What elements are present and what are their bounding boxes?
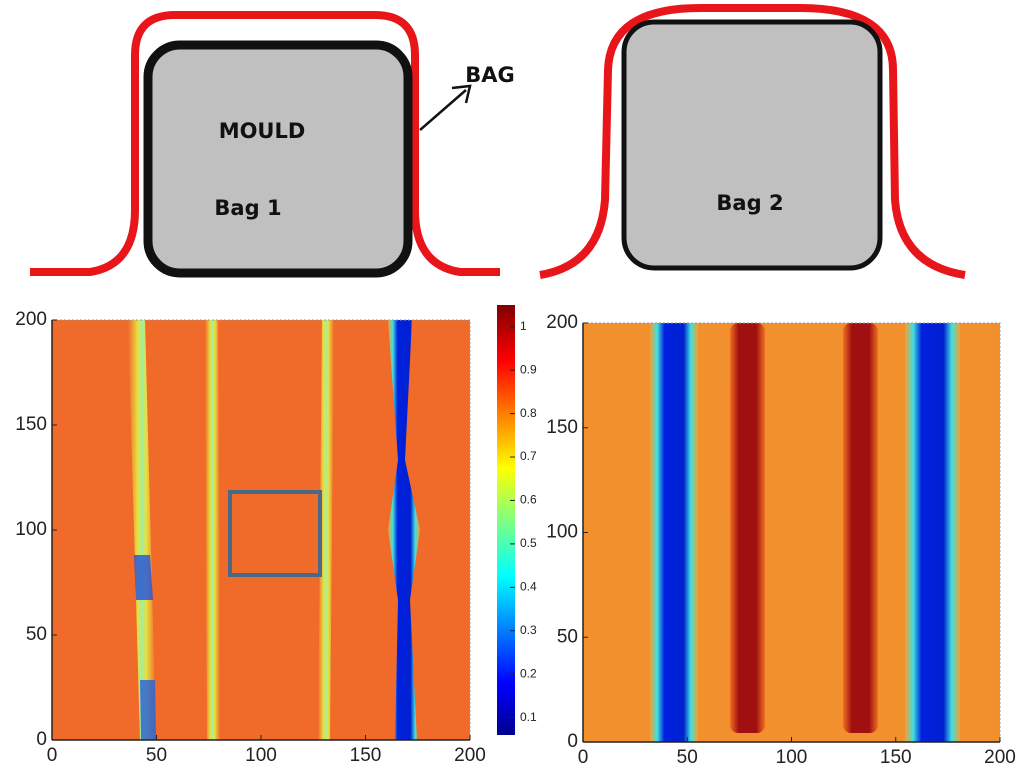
diagram-1: MOULD Bag 1 BAG <box>30 11 515 278</box>
x-tick-label: 200 <box>984 747 1016 768</box>
colorbar-tick-label: 0.3 <box>520 623 537 637</box>
y-tick-label: 50 <box>557 626 578 647</box>
stripe <box>128 320 156 740</box>
colorbar-tick-label: 0.6 <box>520 493 537 507</box>
x-tick-label: 150 <box>350 745 382 766</box>
y-tick-label: 0 <box>567 731 578 752</box>
y-tick-label: 200 <box>546 312 578 333</box>
colorbar-tick-label: 0.1 <box>520 710 537 724</box>
x-tick-label: 100 <box>776 747 808 768</box>
diagram-2: Bag 2 <box>539 4 966 279</box>
stripe <box>650 323 698 742</box>
x-tick-label: 0 <box>47 745 58 766</box>
stripe <box>905 323 960 742</box>
x-tick-label: 0 <box>578 747 589 768</box>
colorbar <box>497 305 515 735</box>
colorbar-tick-label: 0.9 <box>520 362 537 376</box>
x-tick-label: 100 <box>245 745 277 766</box>
arrow <box>419 89 467 131</box>
colorbar-tick-label: 0.7 <box>520 449 537 463</box>
mould <box>143 40 413 278</box>
heatmap-2 <box>583 323 1000 742</box>
colorbar-tick-label: 0.2 <box>520 666 537 680</box>
y-tick-label: 150 <box>546 417 578 438</box>
x-tick-label: 50 <box>677 747 698 768</box>
colorbar-tick-label: 0.5 <box>520 536 537 550</box>
stripe <box>205 320 220 740</box>
mould-label: MOULD <box>219 119 306 143</box>
colorbar-tick-label: 0.4 <box>520 579 537 593</box>
stripe <box>140 680 156 740</box>
stripe <box>730 323 765 733</box>
stripe <box>843 323 878 733</box>
y-tick-label: 0 <box>36 729 47 750</box>
y-tick-label: 100 <box>546 522 578 543</box>
y-tick-label: 100 <box>15 519 47 540</box>
y-tick-label: 200 <box>15 309 47 330</box>
stripe <box>388 320 420 740</box>
heatmap-1 <box>52 320 470 740</box>
bag-outline <box>30 11 500 276</box>
x-tick-label: 150 <box>880 747 912 768</box>
bag-outline <box>539 4 966 279</box>
highlight-box <box>228 490 322 577</box>
bag-label: Bag 1 <box>214 196 281 220</box>
arrow-label: BAG <box>465 63 515 87</box>
y-tick-label: 150 <box>15 414 47 435</box>
mould <box>621 19 883 271</box>
x-tick-label: 50 <box>146 745 167 766</box>
x-tick-label: 200 <box>454 745 486 766</box>
colorbar-tick-label: 0.8 <box>520 406 537 420</box>
stripe <box>134 555 153 600</box>
colorbar-tick-label: 1 <box>520 319 527 333</box>
arrow-head <box>451 84 472 104</box>
bag-label: Bag 2 <box>716 191 783 215</box>
stripe <box>318 320 334 740</box>
y-tick-label: 50 <box>26 624 47 645</box>
